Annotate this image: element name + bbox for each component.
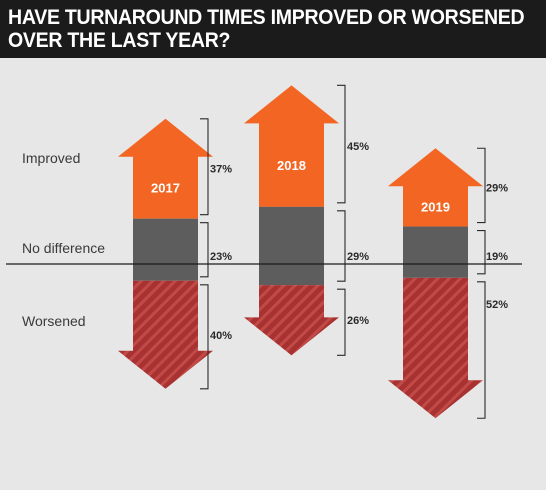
label-no-difference-year-2017: 23%: [210, 251, 232, 263]
label-no-difference-year-2018: 29%: [347, 251, 369, 263]
label-improved-year-2018: 45%: [347, 141, 369, 153]
category-label-year-2019: 2019: [421, 199, 450, 214]
chart-title-line-1: HAVE TURNAROUND TIMES IMPROVED OR WORSEN…: [8, 6, 525, 29]
improved-arrow-year-2017: [118, 118, 213, 219]
no-difference-bar-year-2018: [259, 206, 324, 286]
bracket-improved-year-2018: [337, 84, 346, 204]
label-worsened-year-2017: 40%: [210, 330, 232, 342]
bracket-worsened-year-2018: [337, 288, 346, 356]
bracket-no-difference-year-2019: [477, 230, 486, 275]
bracket-improved-year-2017: [200, 118, 209, 216]
row-label-worsened: Worsened: [22, 313, 86, 329]
label-improved-year-2017: 37%: [210, 164, 232, 176]
label-improved-year-2019: 29%: [486, 182, 508, 194]
worsened-arrow-year-2019: [388, 277, 483, 419]
category-label-year-2017: 2017: [151, 181, 180, 196]
category-label-year-2018: 2018: [277, 158, 306, 173]
chart-title-line-2: OVER THE LAST YEAR?: [8, 29, 231, 52]
no-difference-bar-year-2017: [133, 218, 198, 281]
worsened-arrow-year-2017: [118, 280, 213, 389]
chart-title-bar: HAVE TURNAROUND TIMES IMPROVED OR WORSEN…: [0, 0, 546, 58]
row-label-improved: Improved: [22, 150, 80, 166]
bracket-no-difference-year-2017: [200, 222, 209, 278]
label-worsened-year-2019: 52%: [486, 299, 508, 311]
worsened-arrow-year-2018: [244, 285, 339, 356]
bracket-no-difference-year-2018: [337, 210, 346, 282]
bracket-worsened-year-2017: [200, 284, 209, 390]
label-no-difference-year-2019: 19%: [486, 251, 508, 263]
improved-arrow-year-2018: [244, 85, 339, 207]
label-worsened-year-2018: 26%: [347, 315, 369, 327]
bracket-improved-year-2019: [477, 147, 486, 224]
row-label-no-difference: No difference: [22, 240, 105, 256]
turnaround-chart: 201737%23%40%201845%29%26%201929%19%52% …: [6, 84, 522, 419]
improved-arrow-year-2019: [388, 148, 483, 227]
bracket-worsened-year-2019: [477, 281, 486, 419]
no-difference-bar-year-2019: [403, 226, 468, 278]
